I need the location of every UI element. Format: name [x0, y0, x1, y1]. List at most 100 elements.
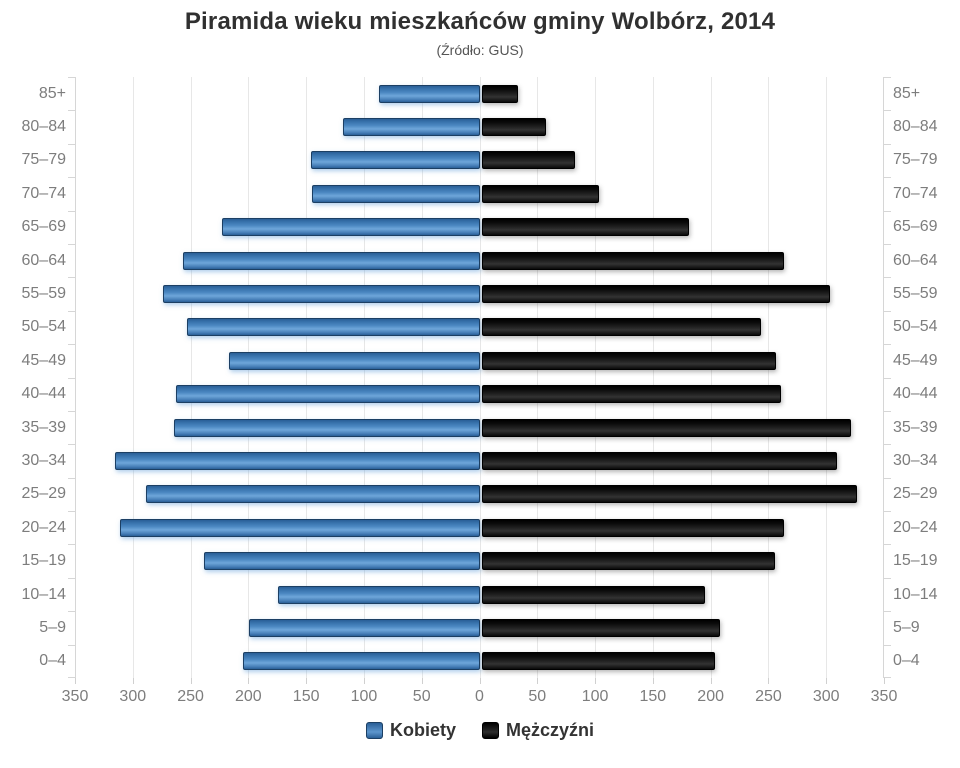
category-axis-tick — [68, 310, 75, 312]
x-axis-tick — [190, 678, 192, 684]
category-axis-tick — [884, 544, 891, 546]
male-bar[interactable] — [481, 351, 776, 370]
male-bar[interactable] — [481, 218, 690, 237]
category-axis-tick — [884, 177, 891, 179]
male-bar[interactable] — [481, 418, 852, 437]
pyramid-row — [75, 311, 884, 344]
female-bar[interactable] — [229, 351, 480, 370]
pyramid-row — [75, 177, 884, 210]
female-bar[interactable] — [242, 652, 480, 671]
female-bar[interactable] — [311, 151, 480, 170]
x-gridline — [595, 77, 597, 678]
category-axis-tick — [68, 577, 75, 579]
category-axis-tick — [68, 477, 75, 479]
male-bar[interactable] — [481, 552, 775, 571]
female-bar[interactable] — [248, 618, 480, 637]
age-group-label: 45–49 — [21, 351, 67, 369]
age-group-label: 70–74 — [893, 184, 938, 202]
male-bar[interactable] — [481, 485, 857, 504]
x-axis-tick — [652, 678, 654, 684]
age-group-label: 85+ — [893, 84, 921, 102]
age-group-label: 35–39 — [21, 418, 67, 436]
male-bar[interactable] — [481, 451, 838, 470]
female-series-swatch-icon — [365, 722, 383, 739]
category-axis-tick — [68, 677, 75, 678]
pyramid-row — [75, 478, 884, 511]
category-axis-tick — [68, 444, 75, 446]
x-gridline — [479, 77, 481, 678]
age-group-label: 30–34 — [21, 451, 67, 469]
male-bar[interactable] — [481, 652, 715, 671]
male-bar[interactable] — [481, 251, 784, 270]
age-group-label: 0–4 — [893, 652, 920, 670]
pyramid-row — [75, 411, 884, 444]
female-bar[interactable] — [343, 118, 480, 137]
age-group-label: 60–64 — [21, 251, 67, 269]
left-category-labels: 85+ 80–84 75–79 70–74 65–69 60–64 55–59 50–54 45… — [0, 77, 67, 678]
pyramid-row — [75, 110, 884, 143]
pyramid-row — [75, 378, 884, 411]
age-group-label: 80–84 — [893, 118, 938, 136]
age-group-label: 15–19 — [893, 552, 938, 570]
chart-subtitle: (Źródło: GUS) — [436, 42, 524, 58]
male-bar[interactable] — [481, 285, 831, 304]
female-bar[interactable] — [173, 418, 480, 437]
category-axis-tick — [884, 243, 891, 245]
category-axis-tick — [68, 243, 75, 245]
male-bar[interactable] — [481, 385, 781, 404]
x-axis-tick — [132, 678, 134, 684]
x-axis-tick-label: 100 — [581, 688, 609, 705]
x-axis-tick-label: 50 — [412, 688, 431, 705]
female-bar[interactable] — [277, 585, 480, 604]
male-bar[interactable] — [481, 518, 784, 537]
category-axis-tick — [68, 410, 75, 412]
category-axis-tick — [884, 444, 891, 446]
female-bar[interactable] — [222, 218, 480, 237]
pyramid-row — [75, 511, 884, 544]
female-bar[interactable] — [163, 285, 480, 304]
category-axis-tick — [68, 210, 75, 212]
pyramid-row — [75, 144, 884, 177]
category-axis-tick — [68, 544, 75, 546]
age-group-label: 10–14 — [893, 585, 938, 603]
female-bar[interactable] — [187, 318, 480, 337]
male-bar[interactable] — [481, 151, 575, 170]
category-axis-tick — [884, 611, 891, 613]
legend-item-kobiety[interactable]: Kobiety — [365, 720, 456, 741]
male-bar[interactable] — [481, 184, 600, 203]
plot-area — [68, 77, 891, 684]
category-axis-tick — [68, 344, 75, 346]
female-bar[interactable] — [203, 552, 480, 571]
pyramid-row — [75, 578, 884, 611]
x-axis-tick-label: 50 — [528, 688, 547, 705]
female-bar[interactable] — [145, 485, 480, 504]
category-axis-tick — [68, 644, 75, 646]
x-axis-tick-label: 300 — [119, 688, 147, 705]
x-gridline — [768, 77, 770, 678]
age-group-label: 65–69 — [21, 218, 67, 236]
female-bar[interactable] — [182, 251, 480, 270]
female-bar[interactable] — [379, 84, 480, 103]
female-bar[interactable] — [114, 451, 480, 470]
age-group-label: 85+ — [38, 84, 66, 102]
x-axis-tick-label: 150 — [292, 688, 320, 705]
male-bar[interactable] — [481, 84, 519, 103]
pyramid-row — [75, 611, 884, 644]
female-bar[interactable] — [120, 518, 480, 537]
male-series-swatch-icon — [481, 722, 499, 739]
pyramid-row — [75, 344, 884, 377]
category-axis-tick — [884, 410, 891, 412]
category-axis-tick — [68, 277, 75, 279]
male-bar[interactable] — [481, 618, 721, 637]
female-bar[interactable] — [312, 184, 480, 203]
x-axis-tick-label: 250 — [755, 688, 782, 705]
male-bar[interactable] — [481, 585, 706, 604]
legend-item-mezczyzni[interactable]: Mężczyźni — [481, 720, 594, 741]
right-category-axis-line — [883, 77, 884, 678]
category-axis-tick — [68, 77, 75, 78]
female-bar[interactable] — [175, 385, 480, 404]
male-bar[interactable] — [481, 118, 546, 137]
pyramid-row — [75, 444, 884, 477]
male-bar[interactable] — [481, 318, 761, 337]
